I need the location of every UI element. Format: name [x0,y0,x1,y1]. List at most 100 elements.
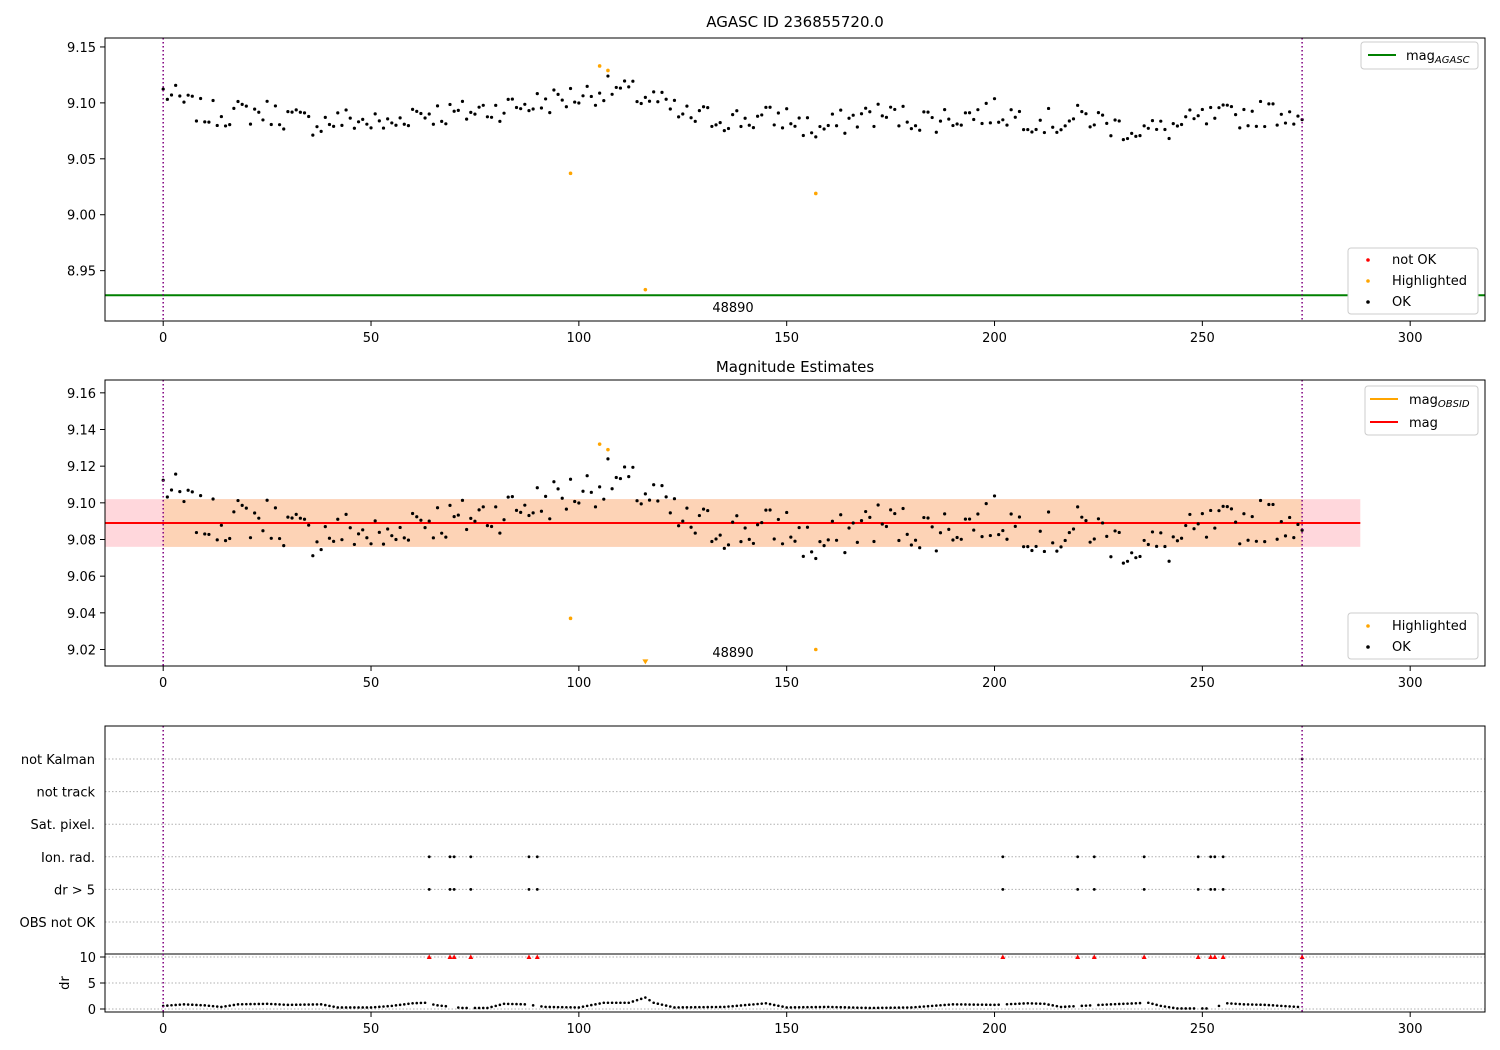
ok-point [913,124,918,128]
dr-point [627,1001,631,1005]
ok-point [273,104,278,108]
dr-point [652,1001,655,1005]
ok-point [323,525,327,529]
x-tick-label: 250 [1190,331,1215,346]
ok-point [672,497,677,501]
x-tick-label: 150 [774,1022,799,1037]
ok-point [282,127,286,131]
dr-point [901,1006,905,1009]
ok-point [435,104,440,108]
ok-point [469,110,473,114]
dr-point [1230,1002,1233,1005]
panel-flags-rows: not Kalman not track Sat. pixel. Ion. rad. d… [20,753,1485,955]
ok-point [622,465,627,469]
dr-point [560,1005,564,1009]
ok-point [810,131,814,135]
dr-point [1014,1002,1017,1006]
panel-agasc-frame [104,37,1486,322]
ok-point [369,126,373,130]
ok-point [502,518,506,522]
dr-point [1043,1002,1046,1006]
ok-point [568,477,573,481]
panel-flags-x-axis: 0 50 100 150 200 250 300 [159,1012,1423,1037]
flag-point [527,888,531,891]
dr-point [1271,1004,1275,1007]
dr-point [1176,1007,1179,1010]
ok-point [307,114,311,119]
dr-point [681,1006,685,1009]
dr-point [1188,1007,1192,1010]
legend-highlighted-label: Highlighted [1392,619,1467,634]
ok-point [905,120,909,124]
ok-point [560,496,564,500]
ok-point [194,119,199,123]
flag-row-label: not track [36,786,95,801]
flag-point [427,888,431,891]
ok-point [598,485,602,489]
ok-point [1267,502,1271,507]
dr-point [282,1003,286,1006]
dr-point [440,1004,443,1008]
ok-point [755,114,760,118]
ok-point [656,100,660,104]
dr-point [1234,1002,1237,1006]
dr-point [760,1002,764,1005]
ok-point [859,519,864,523]
dr-point [415,1001,419,1005]
dr-point [1246,1003,1250,1006]
legend-ok-label: OK [1392,640,1411,655]
ok-point [901,506,905,511]
ok-point [365,122,369,126]
ok-point [544,97,548,101]
ok-point [1283,534,1288,538]
ok-point [1246,124,1250,128]
ok-point [261,529,265,533]
ok-point [1038,529,1042,533]
dr-point [943,1003,946,1007]
dr-point [614,1001,618,1005]
ok-point [1113,529,1117,533]
ok-point [1030,130,1034,134]
ok-point [855,125,859,129]
dr-point [1022,1002,1025,1005]
ok-point [1234,520,1238,524]
dr-point [245,1002,248,1006]
dr-point [511,1002,514,1006]
ok-point [465,527,469,532]
ok-point [1204,535,1209,539]
ok-point [997,120,1001,124]
ok-point [1258,99,1263,104]
ok-point [681,519,685,523]
dr-point [1105,1003,1109,1006]
ok-point [643,492,647,496]
legend-mag-label: mag [1409,416,1438,431]
dr-point [947,1003,951,1006]
ok-point [169,93,174,97]
ok-point [277,123,282,127]
ok-point [1063,124,1067,128]
ok-point [1105,534,1109,538]
dr-point [843,1006,847,1009]
dr-point [905,1006,909,1009]
ok-point [1121,138,1125,142]
ok-point [826,123,830,128]
dr-point [477,1006,481,1010]
ok-point [277,536,282,541]
dr-point [215,1005,219,1008]
dr-point [693,1005,697,1009]
ok-point [747,123,751,127]
ok-point [1034,544,1038,549]
legend-mag-obsid-label: magOBSID [1409,393,1470,410]
ok-point [631,79,635,83]
dr-point [257,1002,261,1006]
ok-point [1167,136,1171,141]
ok-point [1155,127,1159,132]
ok-point [456,108,460,112]
legend-ok-label: OK [1392,295,1411,310]
dr-point [1184,1007,1188,1010]
ok-point [826,538,830,542]
dr-point [490,1005,493,1009]
ok-point [1059,128,1063,132]
ok-point [311,554,315,558]
dr-point [336,1006,340,1009]
